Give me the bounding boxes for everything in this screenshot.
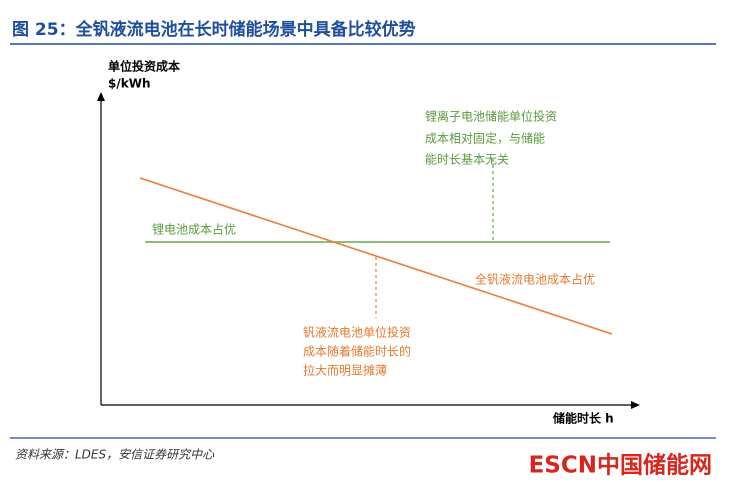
y-arrow: [97, 92, 105, 101]
vanadium-note: 拉大而明显摊薄: [303, 363, 387, 378]
vanadium-note: 成本随着储能时长的: [303, 344, 411, 359]
title: 图 25：全钒液流电池在长时储能场景中具备比较优势: [12, 19, 416, 40]
vanadium-note: 钒液流电池单位投资: [303, 325, 411, 340]
source: 资料来源：LDES，安信证券研究中心: [15, 448, 215, 462]
y-axis-label: 单位投资成本: [108, 59, 180, 74]
lithium-note: 能时长基本无关: [425, 153, 509, 167]
vanadium-line: [139, 177, 613, 335]
vanadium-label: 全钒液流电池成本占优: [475, 272, 595, 287]
lithium-note: 锂离子电池储能单位投资: [425, 109, 557, 124]
y-axis-unit: $/kWh: [108, 77, 151, 91]
x-axis-label: 储能时长 h: [553, 411, 614, 426]
logo: ESCN中国储能网: [529, 452, 712, 479]
lithium-note: 成本相对固定，与储能: [425, 131, 545, 146]
x-arrow: [631, 401, 640, 409]
lithium-label: 锂电池成本占优: [152, 222, 236, 237]
